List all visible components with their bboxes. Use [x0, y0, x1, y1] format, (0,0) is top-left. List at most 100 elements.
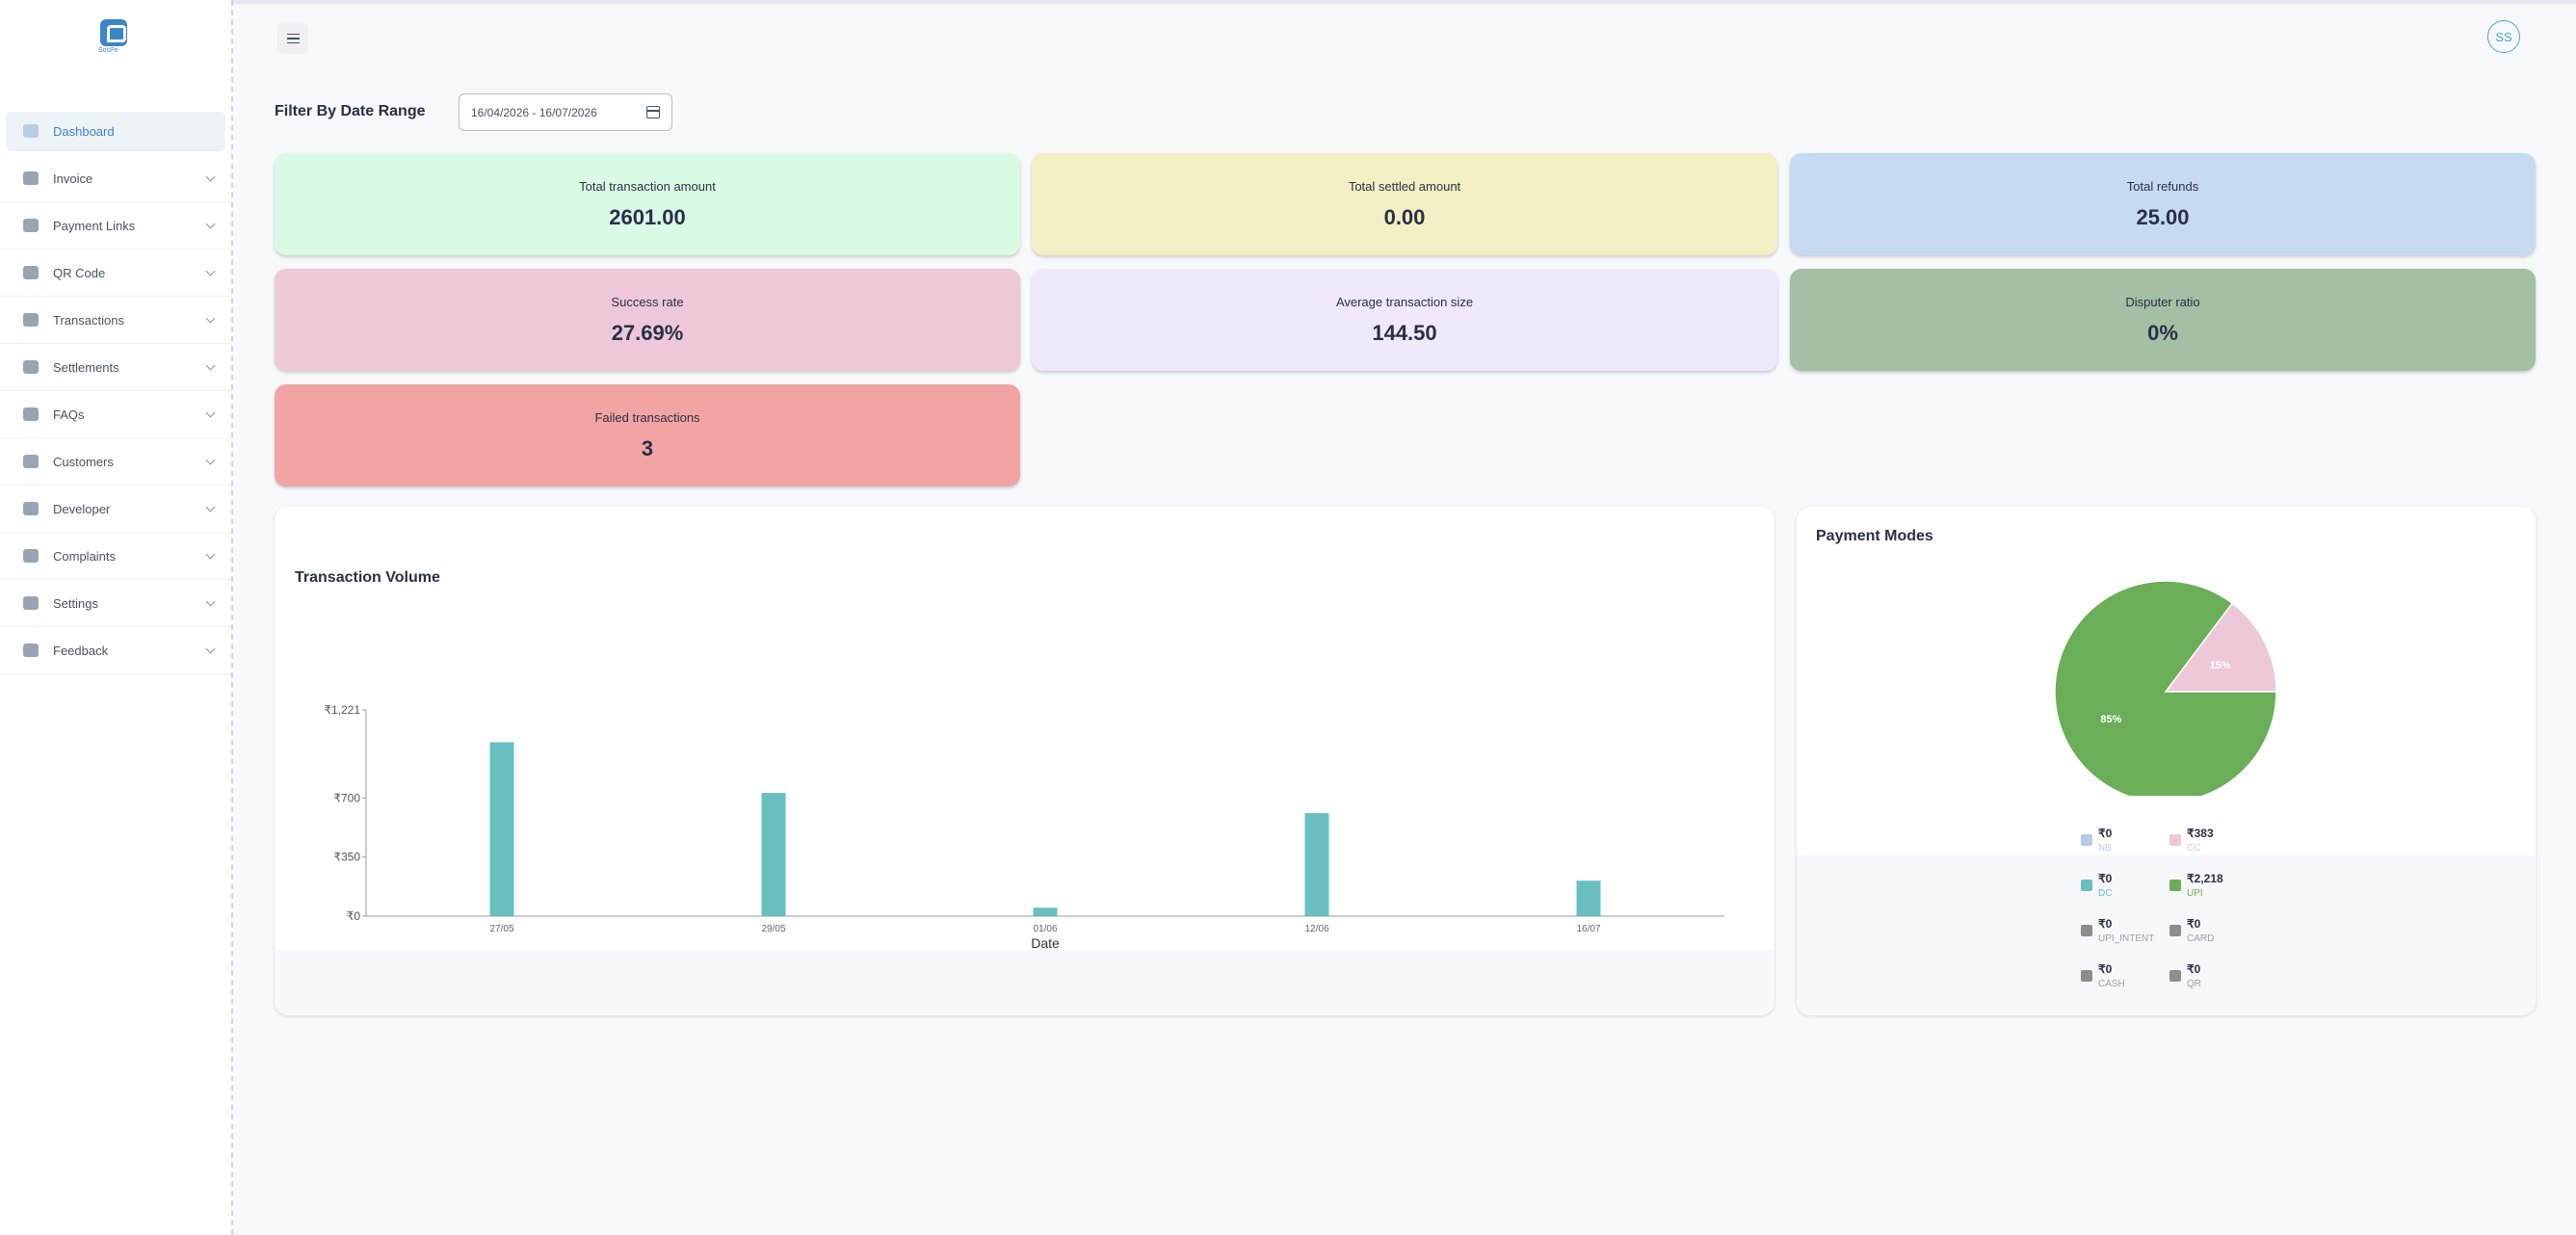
sidebar-item-label: Developer — [53, 501, 111, 516]
chevron-down-icon — [205, 407, 216, 417]
sidebar-item-payment-links[interactable]: Payment Links — [0, 202, 231, 250]
hamburger-line — [286, 38, 300, 39]
legend-name: CASH — [2098, 979, 2125, 989]
filter-label: Filter By Date Range — [275, 103, 426, 119]
customers-icon — [23, 455, 39, 468]
sidebar-item-qr-code[interactable]: QR Code — [0, 250, 231, 297]
payment-modes-title: Payment Modes — [1816, 528, 1933, 544]
sidebar-item-invoice[interactable]: Invoice — [0, 155, 231, 202]
legend-item-cc[interactable]: ₹383 CC — [2169, 827, 2275, 861]
stat-card-value: 0% — [2147, 320, 2178, 345]
sidebar-item-label: Dashboard — [53, 123, 115, 139]
bar[interactable] — [1033, 907, 1058, 916]
chevron-down-icon — [205, 171, 216, 181]
sidebar-item-label: Settings — [53, 595, 98, 611]
sidebar-item-label: Complaints — [53, 548, 117, 564]
bar[interactable] — [489, 742, 514, 916]
transactions-icon — [23, 313, 39, 327]
legend-swatch — [2081, 834, 2092, 846]
stat-card-value: 3 — [641, 435, 654, 460]
date-range-input[interactable]: 16/04/2026 - 16/07/2026 — [459, 93, 672, 131]
sidebar-item-label: FAQs — [53, 407, 85, 422]
top-border — [233, 0, 2576, 4]
legend-item-upi-intent[interactable]: ₹0 UPI_INTENT — [2081, 917, 2187, 952]
invoice-icon — [23, 171, 39, 185]
payment-links-icon — [23, 219, 39, 232]
avatar[interactable]: SS — [2487, 20, 2520, 53]
sidebar-item-dashboard[interactable]: Dashboard — [6, 112, 225, 151]
date-range-value: 16/04/2026 - 16/07/2026 — [471, 105, 597, 119]
chevron-down-icon — [205, 644, 216, 653]
stat-card-total-settled-amount: Total settled amount 0.00 — [1032, 153, 1777, 255]
x-tick-label: 12/06 — [1304, 924, 1328, 934]
sidebar-item-complaints[interactable]: Complaints — [0, 533, 231, 580]
sidebar-item-customers[interactable]: Customers — [0, 438, 231, 486]
faq-icon — [23, 407, 39, 421]
logo-icon[interactable] — [100, 19, 127, 46]
stat-card-value: 25.00 — [2136, 204, 2190, 229]
pie-slice-cc[interactable] — [2164, 602, 2277, 693]
developer-icon — [23, 502, 39, 515]
stat-card-success-rate: Success rate 27.69% — [275, 269, 1020, 371]
legend-amount: ₹0 — [2098, 917, 2113, 931]
feedback-icon — [23, 644, 39, 657]
sidebar-item-label: QR Code — [53, 265, 106, 280]
stat-card-value: 27.69% — [611, 320, 684, 345]
stat-card-title: Total settled amount — [1348, 178, 1461, 194]
sidebar-item-label: Transactions — [53, 312, 124, 328]
stat-card-title: Disputer ratio — [2125, 294, 2200, 309]
legend-name: CARD — [2187, 933, 2215, 944]
bar[interactable] — [761, 793, 786, 916]
legend-amount: ₹0 — [2098, 872, 2113, 885]
sidebar-item-settlements[interactable]: Settlements — [0, 344, 231, 391]
stat-card-title: Total refunds — [2126, 178, 2199, 194]
bar[interactable] — [1576, 880, 1601, 916]
sidebar-item-label: Settlements — [53, 359, 119, 375]
complaints-icon — [23, 549, 39, 563]
stat-card-disputer-ratio: Disputer ratio 0% — [1790, 269, 2536, 371]
stat-card-title: Success rate — [611, 294, 684, 309]
legend-name: UPI — [2187, 888, 2203, 899]
legend-name: CC — [2187, 843, 2201, 854]
y-tick-label: ₹0 — [347, 909, 361, 923]
sidebar-item-settings[interactable]: Settings — [0, 580, 231, 627]
legend-name: DC — [2098, 888, 2113, 899]
legend-item-nb[interactable]: ₹0 NB — [2081, 827, 2187, 861]
legend-item-dc[interactable]: ₹0 DC — [2081, 872, 2187, 907]
legend-amount: ₹0 — [2187, 917, 2201, 931]
stat-card-average-transaction-size: Average transaction size 144.50 — [1032, 269, 1777, 371]
transaction-volume-panel: Transaction Volume ₹0 ₹350 ₹700 ₹1,221 27/05… — [275, 507, 1774, 1015]
sidebar-nav: Dashboard Invoice Payment Links QR Code … — [0, 108, 231, 674]
legend-name: UPI_INTENT — [2098, 933, 2155, 944]
legend-name: QR — [2187, 979, 2201, 989]
sidebar-item-developer[interactable]: Developer — [0, 486, 231, 533]
calendar-icon[interactable] — [646, 106, 660, 118]
chevron-down-icon — [205, 219, 216, 228]
x-tick-label: 16/07 — [1576, 924, 1600, 934]
qr-code-icon — [23, 266, 39, 279]
stat-card-total-transaction-amount: Total transaction amount 2601.00 — [275, 153, 1020, 255]
sidebar-item-transactions[interactable]: Transactions — [0, 297, 231, 344]
sidebar-item-feedback[interactable]: Feedback — [0, 627, 231, 674]
legend-swatch — [2081, 880, 2092, 891]
dashboard-icon — [23, 124, 39, 138]
legend-item-qr[interactable]: ₹0 QR — [2169, 962, 2275, 997]
sidebar-item-label: Payment Links — [53, 218, 136, 233]
legend-item-card[interactable]: ₹0 CARD — [2169, 917, 2275, 952]
panel-footer — [1797, 855, 2536, 1015]
y-tick-label: ₹700 — [333, 791, 360, 804]
sidebar-item-faqs[interactable]: FAQs — [0, 391, 231, 438]
x-tick-label: 01/06 — [1033, 924, 1057, 934]
stat-card-failed-transactions: Failed transactions 3 — [275, 384, 1020, 486]
pie-slice-upi[interactable] — [2054, 580, 2277, 796]
chevron-down-icon — [205, 360, 216, 370]
menu-toggle-button[interactable] — [277, 23, 308, 54]
transaction-volume-title: Transaction Volume — [295, 569, 440, 586]
legend-item-cash[interactable]: ₹0 CASH — [2081, 962, 2187, 997]
payment-modes-pie-chart: 15% 85% — [2054, 580, 2277, 796]
sidebar-item-label: Invoice — [53, 171, 93, 186]
legend-item-upi[interactable]: ₹2,218 UPI — [2169, 872, 2275, 907]
bar[interactable] — [1304, 813, 1329, 916]
stat-card-title: Failed transactions — [594, 409, 700, 425]
bank-icon — [23, 360, 39, 374]
